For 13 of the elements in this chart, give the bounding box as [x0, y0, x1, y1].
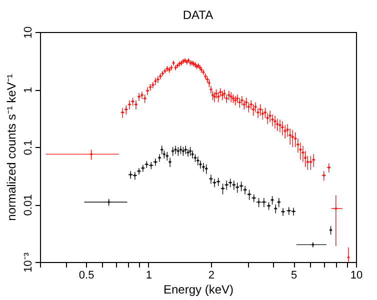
- y-tick-label: 0.1: [22, 140, 34, 156]
- x-tick-label: 5: [290, 270, 298, 282]
- y-axis-title: normalized counts s⁻¹ keV⁻¹: [4, 74, 18, 221]
- x-axis-title: Energy (keV): [163, 282, 234, 296]
- chart-title: DATA: [182, 8, 214, 22]
- x-tick-label: 10: [350, 270, 363, 282]
- x-tick-label: 1: [146, 270, 152, 282]
- y-tick-label: 10: [22, 26, 34, 39]
- x-tick-label: 2: [208, 270, 215, 282]
- x-tick-label: 0.5: [78, 270, 94, 282]
- y-tick-label: 1: [22, 86, 34, 94]
- y-tick-label: 10⁻³: [22, 252, 34, 272]
- y-tick-label: 0.01: [22, 194, 34, 216]
